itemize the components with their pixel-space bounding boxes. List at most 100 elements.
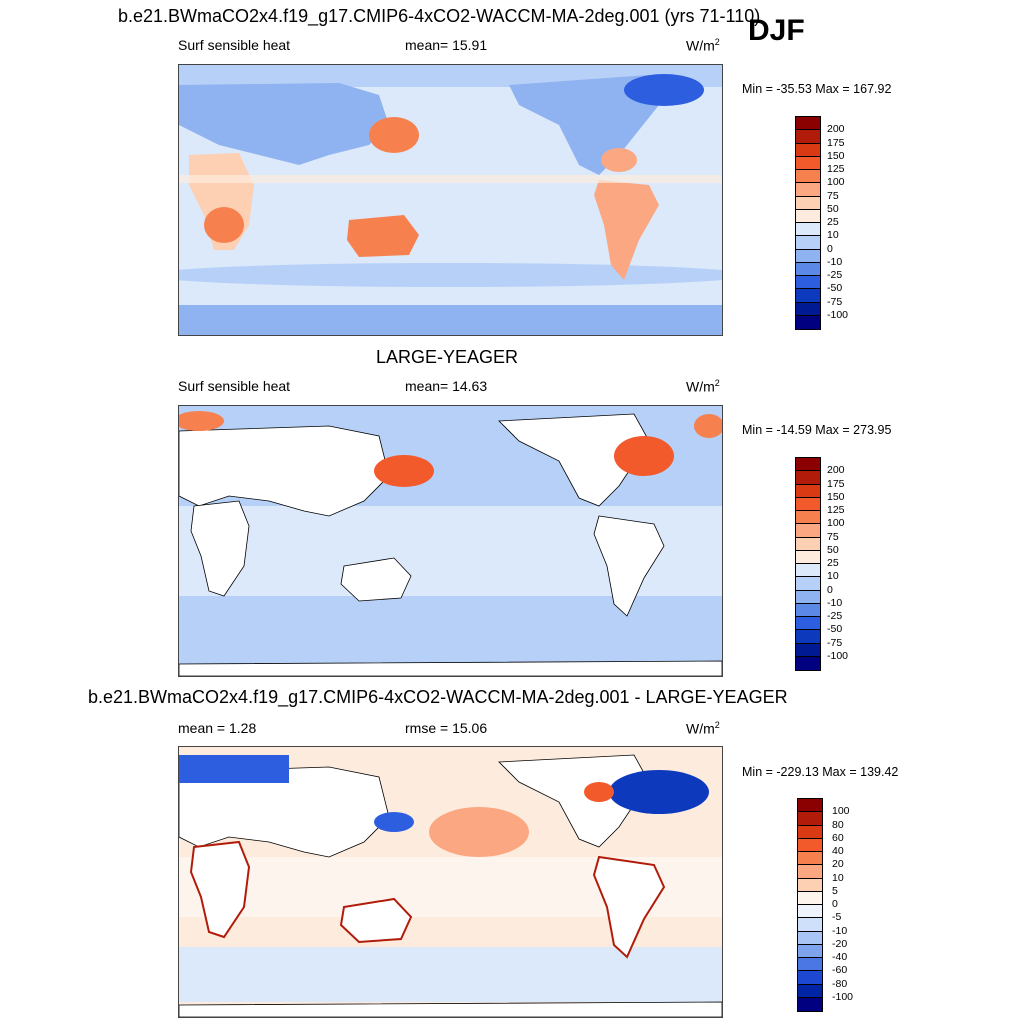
colorbar-tick-label: 200 bbox=[827, 123, 845, 136]
colorbar-swatch bbox=[796, 617, 820, 631]
panel1-variable-label: Surf sensible heat bbox=[178, 37, 291, 53]
colorbar-tick-label: -100 bbox=[832, 990, 854, 1003]
australia-shape bbox=[347, 215, 419, 257]
colorbar-swatch bbox=[796, 130, 820, 144]
colorbar-tick-label: -25 bbox=[827, 610, 843, 622]
gulf-stream-heat bbox=[601, 148, 637, 172]
colorbar-swatch bbox=[796, 156, 820, 170]
labrador-warm bbox=[584, 782, 614, 802]
colorbar-tick-label: 175 bbox=[827, 136, 845, 149]
colorbar-swatch bbox=[796, 315, 820, 329]
colorbar-swatch bbox=[796, 511, 820, 525]
panel1-units-label: W/m2 bbox=[686, 37, 720, 54]
colorbar-swatch bbox=[798, 905, 822, 919]
colorbar-swatch bbox=[798, 958, 822, 972]
colorbar-swatch bbox=[796, 302, 820, 316]
eurasia-land bbox=[179, 425, 390, 517]
panel2-variable-label: Surf sensible heat bbox=[178, 378, 291, 394]
panel3-colorbar bbox=[797, 798, 823, 1012]
colorbar-tick-label: -10 bbox=[832, 924, 848, 937]
colorbar-tick-label: 100 bbox=[827, 517, 845, 530]
colorbar-tick-label: -5 bbox=[832, 911, 842, 924]
colorbar-tick-label: 75 bbox=[827, 530, 839, 543]
colorbar-tick-label: 100 bbox=[832, 805, 850, 818]
south-africa-heat bbox=[204, 207, 244, 243]
arctic-cold-west bbox=[179, 755, 289, 783]
colorbar-swatch bbox=[796, 117, 820, 131]
colorbar-swatch bbox=[796, 143, 820, 157]
colorbar-tick-label: -50 bbox=[827, 282, 843, 295]
colorbar-tick-label: 10 bbox=[832, 871, 844, 884]
colorbar-tick-label: -100 bbox=[827, 308, 849, 321]
colorbar-tick-label: 75 bbox=[827, 189, 839, 202]
southern-ocean-band bbox=[179, 305, 722, 335]
colorbar-tick-label: -75 bbox=[827, 295, 843, 308]
colorbar-swatch bbox=[798, 984, 822, 998]
colorbar-tick-label: 125 bbox=[827, 163, 845, 175]
north-pacific-warm bbox=[429, 807, 529, 857]
colorbar-swatch bbox=[798, 838, 822, 852]
panel2-title: LARGE-YEAGER bbox=[376, 347, 519, 367]
antarctica-land bbox=[179, 1001, 722, 1017]
colorbar-tick-label: 60 bbox=[832, 831, 844, 844]
panel2-units-label: W/m2 bbox=[686, 378, 720, 395]
southern-ocean-band bbox=[179, 947, 722, 1002]
colorbar-swatch bbox=[796, 223, 820, 237]
colorbar-tick-label: 40 bbox=[832, 845, 844, 857]
colorbar-swatch bbox=[796, 603, 820, 617]
units-exponent: 2 bbox=[714, 378, 720, 388]
colorbar-tick-label: -40 bbox=[832, 951, 848, 963]
colorbar-tick-label: 50 bbox=[827, 543, 839, 556]
colorbar-swatch bbox=[796, 458, 820, 472]
colorbar-tick-label: -10 bbox=[827, 596, 843, 609]
colorbar-tick-label: 0 bbox=[832, 898, 838, 910]
colorbar-swatch bbox=[798, 891, 822, 905]
colorbar-tick-label: 20 bbox=[832, 858, 844, 871]
panel3-title: b.e21.BWmaCO2x4.f19_g17.CMIP6-4xCO2-WACC… bbox=[88, 687, 788, 707]
colorbar-tick-label: 25 bbox=[827, 557, 839, 569]
colorbar-tick-label: -60 bbox=[832, 964, 848, 977]
colorbar-swatch bbox=[796, 497, 820, 511]
kuroshio-heat bbox=[374, 455, 434, 487]
colorbar-tick-label: -50 bbox=[827, 623, 843, 636]
colorbar-tick-label: -10 bbox=[827, 255, 843, 268]
colorbar-swatch bbox=[796, 471, 820, 485]
panel1-colorbar bbox=[795, 116, 821, 330]
colorbar-swatch bbox=[798, 931, 822, 945]
panel2-colorbar bbox=[795, 457, 821, 671]
eurasia-land bbox=[179, 766, 390, 858]
colorbar-tick-label: 25 bbox=[827, 216, 839, 228]
colorbar-swatch bbox=[798, 812, 822, 826]
colorbar-swatch bbox=[798, 825, 822, 839]
colorbar-swatch bbox=[796, 170, 820, 184]
colorbar-swatch bbox=[798, 944, 822, 958]
africa-land bbox=[189, 840, 251, 939]
units-base: W/m bbox=[686, 37, 715, 54]
colorbar-swatch bbox=[798, 997, 822, 1011]
season-label: DJF bbox=[748, 14, 805, 47]
colorbar-swatch bbox=[798, 918, 822, 932]
nordic-heat bbox=[179, 411, 224, 431]
tropical-band bbox=[179, 175, 722, 183]
panel3-map-svg bbox=[179, 747, 722, 1017]
colorbar-tick-label: -80 bbox=[832, 977, 848, 990]
colorbar-tick-label: 0 bbox=[827, 583, 833, 596]
colorbar-tick-label: -75 bbox=[827, 636, 843, 649]
colorbar-tick-label: 175 bbox=[827, 477, 845, 490]
panel1-map-svg bbox=[179, 65, 722, 335]
south-america-shape bbox=[594, 180, 659, 280]
colorbar-swatch bbox=[796, 564, 820, 578]
panel3-units-label: W/m2 bbox=[686, 720, 720, 737]
panel1-mean-label: mean= 15.91 bbox=[405, 37, 488, 53]
colorbar-swatch bbox=[796, 276, 820, 290]
gulf-stream-cold bbox=[609, 770, 709, 814]
units-base: W/m bbox=[686, 720, 715, 737]
units-exponent: 2 bbox=[714, 720, 720, 730]
colorbar-swatch bbox=[798, 865, 822, 879]
australia-land bbox=[340, 557, 412, 602]
nordic-heat-east bbox=[694, 414, 722, 438]
colorbar-swatch bbox=[796, 236, 820, 250]
hudson-cold bbox=[624, 74, 704, 106]
africa-land bbox=[190, 500, 250, 597]
north-america-land bbox=[498, 413, 650, 507]
